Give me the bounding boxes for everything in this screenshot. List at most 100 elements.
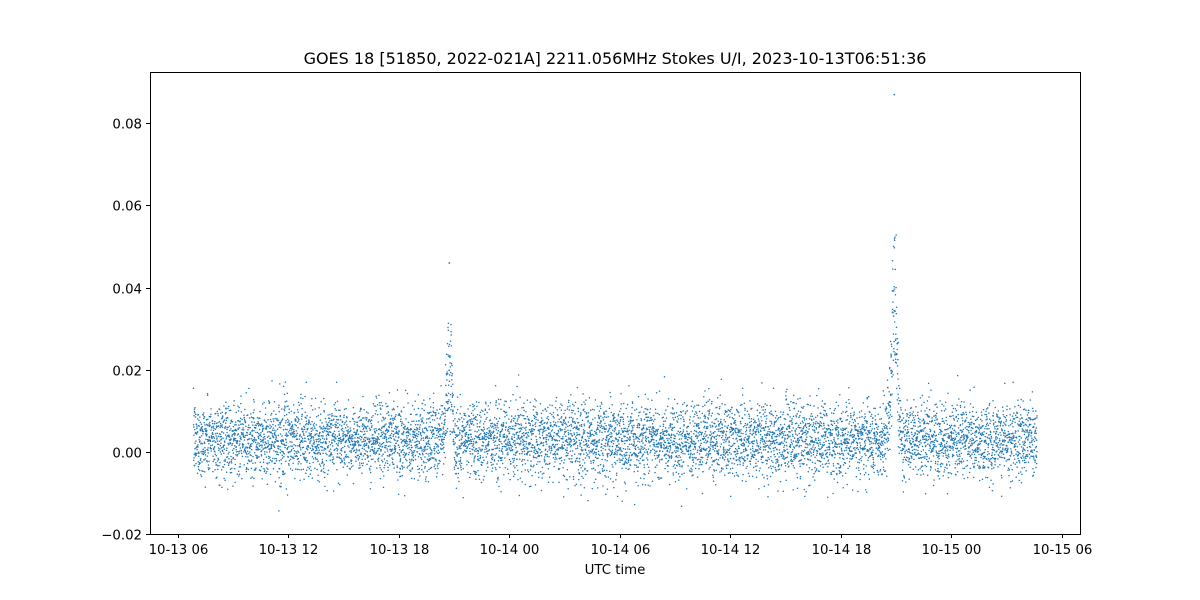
data-point (342, 439, 344, 442)
data-point (498, 440, 501, 443)
data-point (217, 414, 219, 417)
data-point (524, 445, 526, 448)
data-point (263, 447, 265, 450)
data-point (318, 435, 321, 437)
data-point (604, 430, 606, 433)
data-point (703, 441, 705, 444)
data-point (299, 454, 302, 457)
data-point (390, 437, 393, 439)
data-point (468, 476, 471, 479)
data-point (557, 414, 559, 417)
data-point (282, 470, 285, 473)
data-point (239, 443, 241, 445)
data-point (333, 439, 335, 441)
data-point (264, 413, 267, 416)
data-point (549, 452, 552, 454)
data-point (396, 466, 399, 469)
data-point (523, 458, 526, 461)
data-point (478, 478, 481, 480)
data-point (373, 452, 375, 454)
data-point (467, 443, 470, 446)
data-point (453, 468, 456, 471)
data-point (577, 468, 580, 471)
data-point (309, 441, 311, 443)
data-point (441, 439, 443, 441)
data-point (341, 429, 344, 432)
data-point (436, 446, 438, 448)
data-point (316, 468, 318, 471)
data-point (636, 424, 639, 426)
data-point (379, 435, 382, 438)
data-point (261, 430, 264, 432)
data-point (414, 431, 416, 433)
data-point (370, 422, 373, 425)
data-point (485, 418, 487, 420)
data-point (529, 401, 531, 404)
data-point (207, 464, 210, 466)
data-point (305, 459, 307, 462)
data-point (601, 427, 604, 430)
data-point (223, 419, 226, 421)
data-point (527, 431, 530, 434)
data-point (372, 434, 374, 436)
data-point (395, 442, 397, 444)
data-point (386, 412, 388, 415)
data-point (571, 461, 574, 463)
data-point (386, 450, 389, 452)
data-point (468, 424, 471, 426)
data-point (364, 458, 366, 460)
data-point (445, 409, 447, 412)
data-point (243, 451, 245, 453)
data-point (361, 441, 363, 443)
data-point (449, 340, 452, 342)
data-point (618, 443, 620, 445)
data-point (527, 447, 529, 450)
data-point (503, 440, 506, 443)
data-point (406, 467, 409, 469)
data-point (486, 461, 489, 463)
data-point (400, 438, 402, 440)
data-point (203, 416, 206, 418)
data-point (531, 430, 534, 432)
data-point (216, 443, 219, 445)
data-point (329, 413, 331, 416)
data-point (425, 461, 427, 464)
data-point (320, 446, 323, 448)
data-point (698, 423, 700, 425)
data-point (627, 461, 630, 463)
data-point (443, 438, 445, 441)
data-point (307, 466, 309, 469)
data-point (195, 447, 197, 449)
data-point (425, 480, 427, 482)
data-point (592, 453, 594, 455)
data-point (330, 431, 332, 434)
data-point (254, 427, 257, 429)
data-point (290, 429, 293, 431)
data-point (519, 458, 521, 460)
data-point (381, 459, 383, 462)
data-point (389, 445, 391, 447)
data-point (421, 402, 424, 405)
data-point (442, 412, 445, 415)
data-point (250, 467, 253, 470)
data-point (617, 439, 620, 441)
data-point (631, 453, 634, 456)
data-point (293, 457, 295, 460)
data-point (324, 417, 327, 420)
data-point (576, 386, 579, 389)
data-point (635, 464, 637, 466)
data-point (539, 402, 542, 405)
data-point (378, 442, 381, 444)
data-point (518, 431, 521, 433)
data-point (214, 420, 216, 423)
data-point (340, 450, 343, 452)
data-point (317, 438, 319, 441)
data-point (423, 409, 425, 412)
data-point (680, 449, 683, 451)
data-point (590, 462, 592, 464)
data-point (599, 426, 602, 429)
data-point (465, 433, 468, 436)
data-point (576, 427, 578, 429)
data-point (649, 408, 652, 410)
data-point (280, 482, 282, 485)
